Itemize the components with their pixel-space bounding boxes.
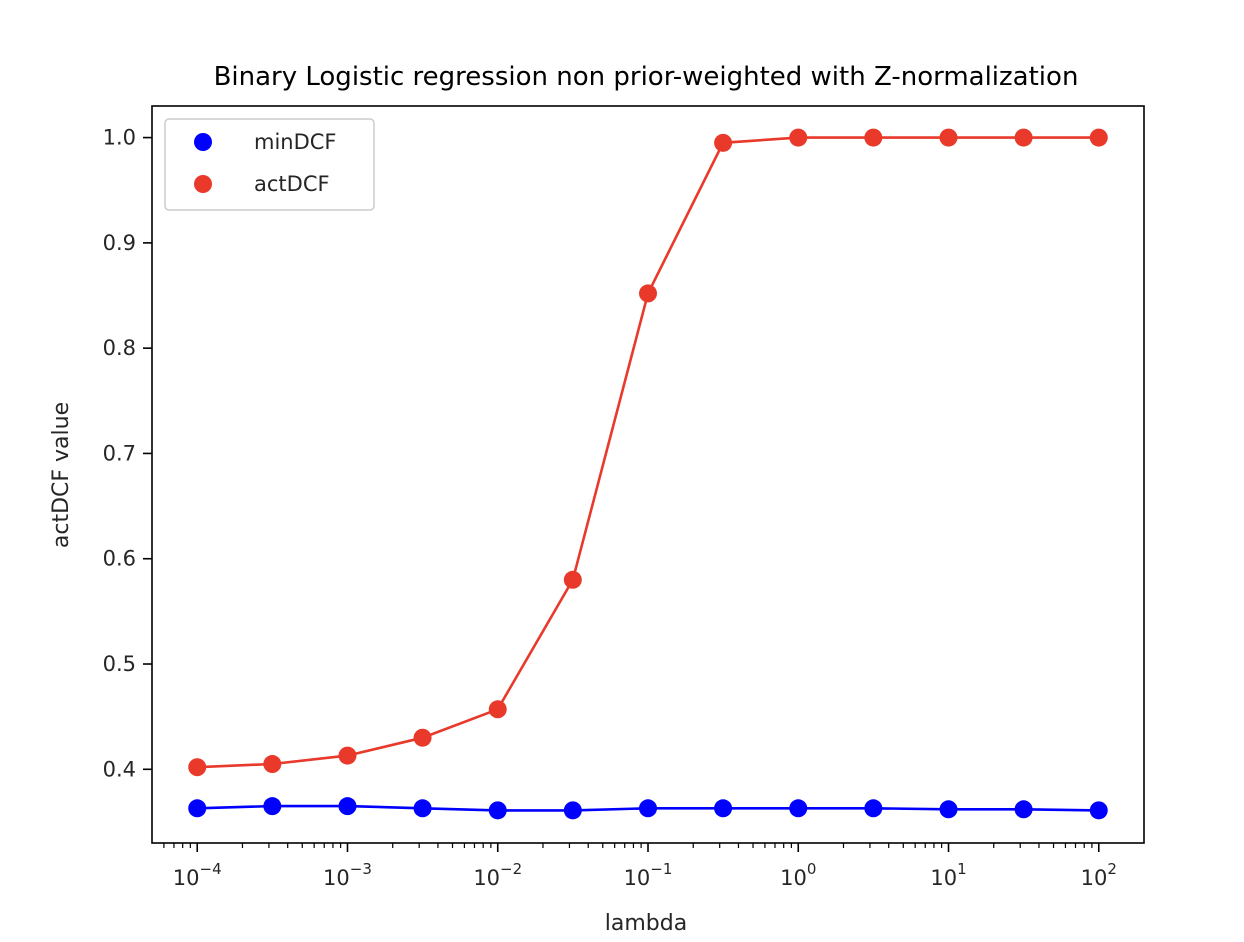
x-tick-label: 100	[780, 860, 816, 890]
legend-label: actDCF	[254, 172, 330, 196]
legend: minDCF actDCF	[164, 118, 375, 211]
data-point	[789, 799, 808, 818]
data-point	[338, 746, 357, 765]
data-point	[714, 133, 733, 152]
y-axis-label: actDCF value	[49, 402, 74, 548]
data-point	[188, 799, 207, 818]
legend-box	[164, 118, 375, 211]
plot-area	[151, 105, 1145, 844]
legend-marker	[194, 175, 212, 193]
data-point	[939, 800, 958, 819]
data-point	[188, 758, 207, 777]
series-layer	[188, 128, 1108, 820]
x-tick-label: 102	[1081, 860, 1117, 890]
y-tick-label: 0.8	[103, 336, 136, 360]
data-point	[639, 799, 657, 818]
data-point	[1089, 801, 1108, 820]
y-tick-label: 0.9	[103, 231, 136, 255]
data-point	[263, 797, 282, 816]
series-actDCF	[188, 128, 1108, 777]
data-point	[413, 728, 432, 747]
data-point	[563, 801, 582, 820]
data-point	[714, 799, 733, 818]
legend-marker	[194, 133, 212, 151]
x-tick-label: 101	[930, 860, 966, 890]
y-tick-label: 0.5	[103, 652, 136, 676]
data-point	[1014, 800, 1033, 819]
y-tick-label: 0.6	[103, 547, 136, 571]
data-point	[1089, 128, 1108, 147]
data-point	[413, 799, 432, 818]
data-point	[864, 799, 883, 818]
data-point	[1014, 128, 1033, 147]
data-point	[488, 700, 507, 719]
x-tick-label: 10−1	[624, 860, 673, 890]
x-tick-label: 10−4	[173, 860, 222, 890]
data-point	[789, 128, 808, 147]
data-point	[639, 284, 657, 303]
data-point	[338, 797, 357, 816]
x-axis: 10−4 10−3 10−2 10−1 100 101 102	[163, 843, 1117, 890]
x-axis-label: lambda	[605, 911, 687, 936]
data-point	[864, 128, 883, 147]
data-point	[488, 801, 507, 820]
y-tick-label: 0.4	[103, 757, 136, 781]
data-point	[563, 570, 582, 589]
x-tick-label: 10−3	[323, 860, 372, 890]
legend-label: minDCF	[254, 130, 337, 154]
chart-title: Binary Logistic regression non prior-wei…	[214, 62, 1079, 92]
y-tick-label: 0.7	[103, 441, 136, 465]
data-point	[263, 755, 282, 774]
y-axis: 0.4 0.5 0.6 0.7 0.8 0.9 1.0	[103, 126, 152, 781]
x-tick-label: 10−2	[473, 860, 522, 890]
y-tick-label: 1.0	[103, 126, 136, 150]
series-minDCF	[188, 797, 1108, 820]
data-point	[939, 128, 958, 147]
